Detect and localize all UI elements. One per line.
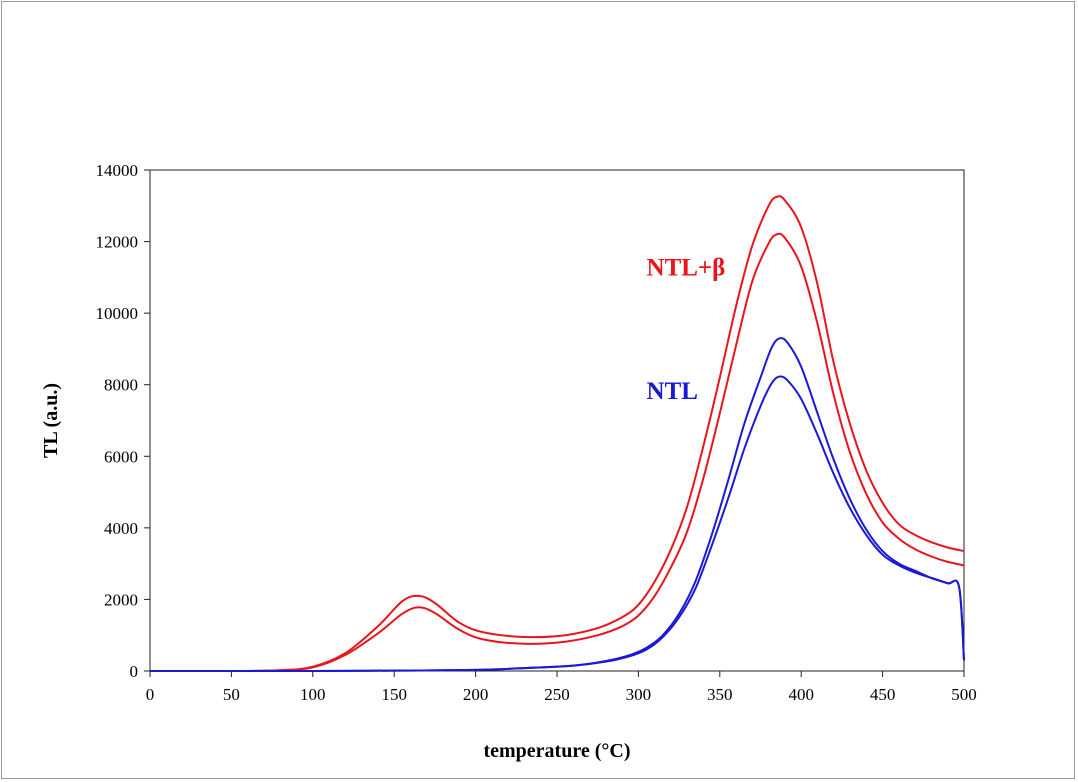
y-tick-label: 12000	[96, 233, 139, 252]
x-tick-label: 0	[146, 685, 155, 704]
y-tick-label: 6000	[104, 447, 138, 466]
x-tick-label: 300	[626, 685, 652, 704]
series-line-2	[149, 232, 965, 673]
x-tick-label: 200	[463, 685, 489, 704]
x-tick-label: 400	[788, 685, 814, 704]
y-tick-label: 2000	[104, 590, 138, 609]
plot-area	[149, 169, 965, 672]
y-tick-label: 10000	[96, 304, 139, 323]
plot-border	[149, 169, 965, 672]
x-axis-title: temperature (°C)	[483, 740, 630, 762]
x-tick-label: 450	[870, 685, 896, 704]
x-axis: 0 50 100 150 200 250 300 350 400 450 500	[146, 671, 977, 704]
x-tick-label: 50	[223, 685, 240, 704]
x-tick-label: 500	[951, 685, 977, 704]
x-tick-label: 100	[300, 685, 326, 704]
series-line-4	[149, 375, 965, 673]
y-tick-label: 14000	[96, 161, 139, 180]
series-line-1	[149, 195, 965, 673]
y-tick-label: 8000	[104, 376, 138, 395]
y-tick-label: 4000	[104, 519, 138, 538]
x-tick-label: 150	[381, 685, 407, 704]
series-label-ntl-beta: NTL+β	[647, 255, 726, 282]
y-axis: 0 2000 4000 6000 8000 10000 12000 14000	[96, 161, 150, 681]
series-line-3	[149, 337, 965, 673]
series-group	[149, 195, 965, 673]
series-label-ntl: NTL	[647, 378, 698, 405]
y-tick-label: 0	[130, 662, 139, 681]
x-tick-label: 250	[544, 685, 570, 704]
y-axis-title: TL (a.u.)	[40, 383, 62, 458]
x-tick-label: 350	[707, 685, 733, 704]
